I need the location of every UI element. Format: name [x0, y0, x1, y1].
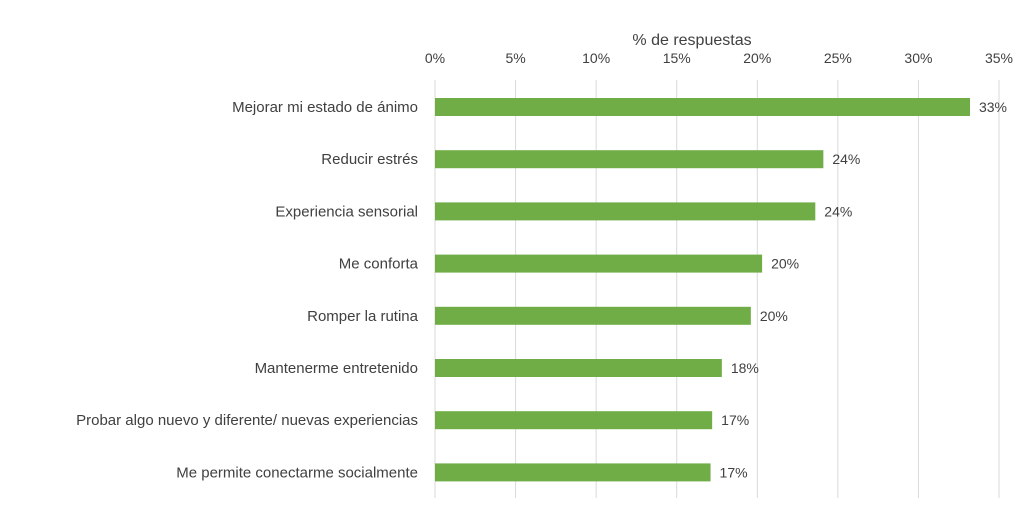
x-axis-ticks: 0% 5% 10% 15% 20% 25% 30% 35% — [425, 50, 1013, 66]
bar — [435, 202, 816, 221]
category-label: Mantenerme entretenido — [255, 360, 418, 377]
category-labels: Mejorar mi estado de ánimo Reducir estrés… — [76, 99, 419, 481]
category-label: Reducir estrés — [321, 151, 418, 168]
data-label: 24% — [832, 151, 860, 167]
x-tick-label: 10% — [582, 50, 610, 66]
data-label: 20% — [771, 256, 799, 272]
category-label: Experiencia sensorial — [275, 203, 418, 220]
data-label: 17% — [721, 412, 749, 428]
data-labels: 33% 24% 24% 20% 20% 18% 17% 17% — [720, 99, 1007, 480]
bar — [435, 254, 763, 273]
bar — [435, 411, 713, 430]
gridlines — [434, 80, 1000, 498]
x-tick-label: 5% — [505, 50, 525, 66]
category-label: Probar algo nuevo y diferente/ nuevas ex… — [76, 412, 418, 429]
data-label: 24% — [824, 203, 852, 219]
x-tick-label: 15% — [663, 50, 691, 66]
bars — [435, 98, 970, 482]
x-tick-label: 0% — [425, 50, 445, 66]
category-label: Romper la rutina — [307, 308, 419, 325]
data-label: 17% — [720, 464, 748, 480]
x-tick-label: 20% — [743, 50, 771, 66]
bar — [435, 98, 970, 116]
bar — [435, 463, 711, 482]
x-tick-label: 25% — [824, 50, 852, 66]
data-label: 18% — [731, 360, 759, 376]
data-label: 20% — [760, 308, 788, 324]
bar — [435, 150, 824, 169]
category-label: Me conforta — [339, 256, 419, 273]
x-tick-label: 30% — [904, 50, 932, 66]
data-label: 33% — [979, 99, 1007, 115]
category-label: Mejorar mi estado de ánimo — [232, 99, 418, 116]
category-label: Me permite conectarme socialmente — [176, 464, 418, 481]
x-tick-label: 35% — [985, 50, 1013, 66]
x-axis-title: % de respuestas — [632, 32, 751, 49]
bar — [435, 306, 751, 325]
bar — [435, 359, 722, 377]
